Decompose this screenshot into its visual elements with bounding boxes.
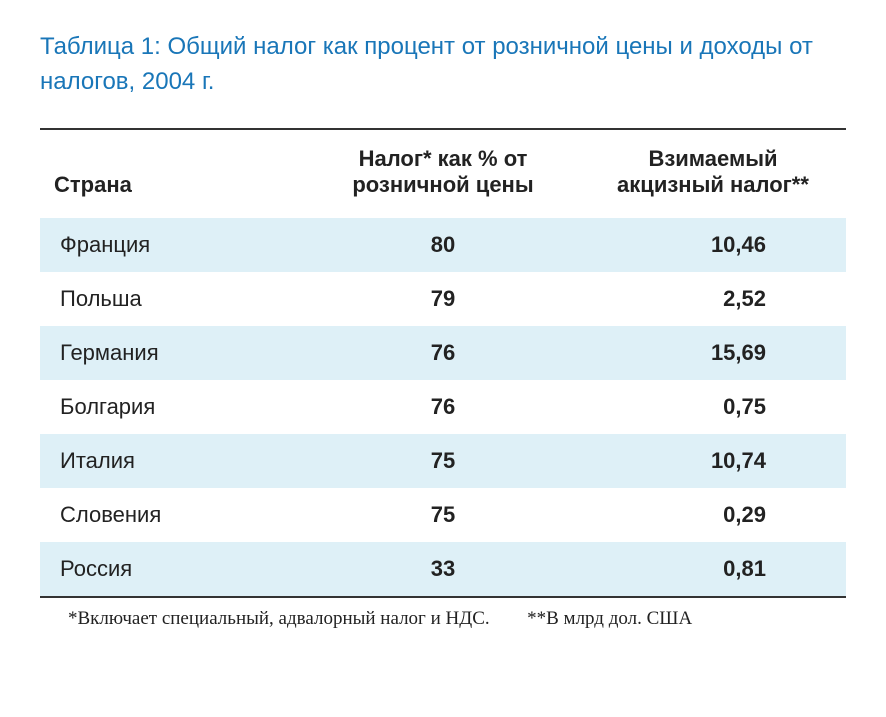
cell-tax-pct: 79 [306,272,580,326]
cell-tax-pct: 33 [306,542,580,597]
tax-table: Страна Налог* как % от розничной цены Вз… [40,128,846,598]
cell-country: Болгария [40,380,306,434]
cell-country: Польша [40,272,306,326]
cell-tax-pct: 76 [306,326,580,380]
table-row: Болгария 76 0,75 [40,380,846,434]
cell-country: Франция [40,218,306,272]
col-header-tax-pct: Налог* как % от розничной цены [306,129,580,218]
cell-excise: 2,52 [580,272,846,326]
table-footnote: *Включает специальный, адвалорный налог … [40,608,846,630]
table-row: Италия 75 10,74 [40,434,846,488]
footnote-left: *Включает специальный, адвалорный налог … [68,608,490,629]
cell-tax-pct: 75 [306,434,580,488]
cell-tax-pct: 80 [306,218,580,272]
cell-excise: 10,74 [580,434,846,488]
cell-excise: 15,69 [580,326,846,380]
table-body: Франция 80 10,46 Польша 79 2,52 Германия… [40,218,846,597]
cell-country: Россия [40,542,306,597]
table-row: Германия 76 15,69 [40,326,846,380]
cell-country: Словения [40,488,306,542]
table-caption: Таблица 1: Общий налог как процент от ро… [40,30,846,100]
col-header-excise: Взимаемый акцизный налог** [580,129,846,218]
cell-excise: 0,75 [580,380,846,434]
cell-excise: 10,46 [580,218,846,272]
table-row: Россия 33 0,81 [40,542,846,597]
cell-tax-pct: 76 [306,380,580,434]
cell-excise: 0,81 [580,542,846,597]
table-row: Словения 75 0,29 [40,488,846,542]
footnote-right: **В млрд дол. США [527,608,692,629]
table-row: Франция 80 10,46 [40,218,846,272]
table-header-row: Страна Налог* как % от розничной цены Вз… [40,129,846,218]
col-header-country: Страна [40,129,306,218]
cell-tax-pct: 75 [306,488,580,542]
cell-country: Германия [40,326,306,380]
table-row: Польша 79 2,52 [40,272,846,326]
cell-country: Италия [40,434,306,488]
cell-excise: 0,29 [580,488,846,542]
